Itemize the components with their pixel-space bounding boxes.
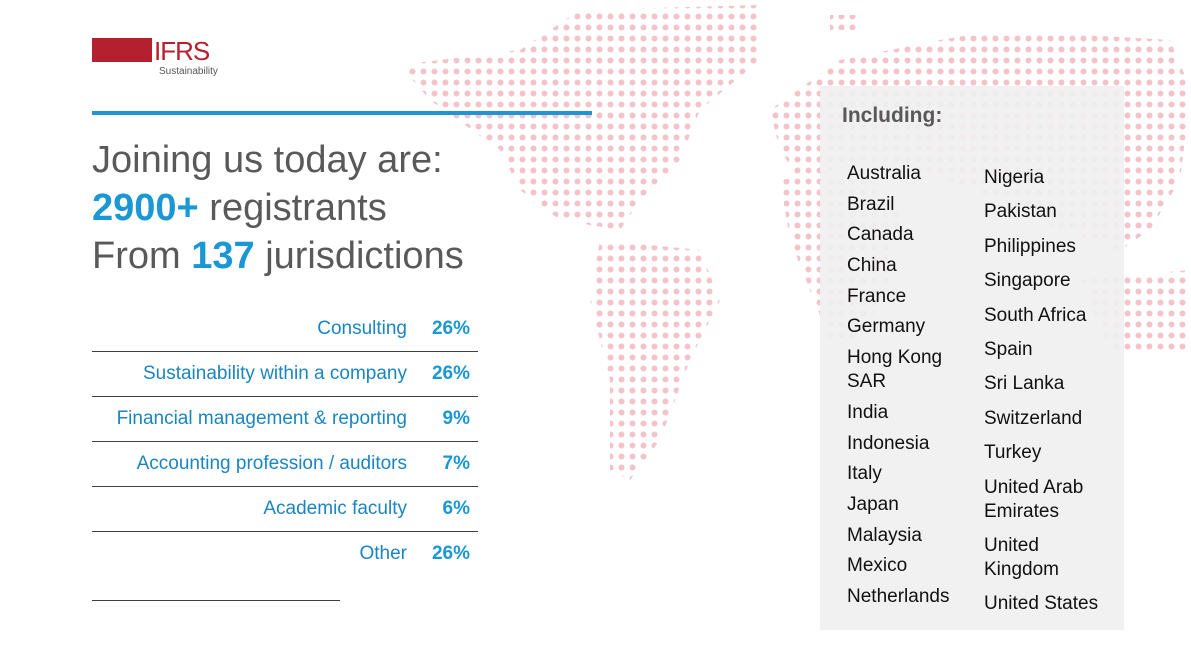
country-column: Nigeria Pakistan Philippines Singapore South… [984,166,1110,627]
heading-line: 2900+ registrants [92,184,464,232]
country: South Africa [984,304,1087,326]
country: United Arab Emirates [984,476,1084,522]
breakdown-table: Consulting 26% Sustainability within a com… [92,307,478,576]
country: Pakistan [984,201,1057,223]
country: China [847,255,897,277]
text: jurisdictions [265,235,464,277]
heading-line: From 137 jurisdictions [92,232,464,280]
country: France [847,285,907,307]
country: Mexico [847,555,908,577]
country: Indonesia [847,432,930,454]
country: Malaysia [847,524,922,546]
heading-line: Joining us today are: [92,139,443,181]
table-row: Sustainability within a company 26% [92,352,478,397]
country-column: Australia Brazil Canada China France Germany H… [847,162,959,616]
row-label: Other [359,543,407,564]
country: United Kingdom [984,534,1059,580]
row-percent: 26% [431,363,470,384]
country: Singapore [984,270,1071,292]
country: Sri Lanka [984,373,1065,395]
text: registrants [209,187,387,229]
table-row: Other 26% [92,532,478,576]
country: Australia [847,163,921,184]
country: Germany [847,316,926,338]
row-percent: 7% [442,453,470,474]
panel-title: Including: [842,104,943,127]
text: From [92,235,181,277]
row-percent: 6% [442,498,470,519]
row-label: Accounting profession / auditors [136,453,407,474]
logo-mark: IFRS [154,36,210,66]
row-percent: 26% [431,543,470,564]
table-row: Consulting 26% [92,307,478,352]
country: Turkey [984,442,1042,464]
table-row: Accounting profession / auditors 7% [92,442,478,487]
row-percent: 26% [431,318,470,339]
country: Brazil [847,193,895,215]
country: Switzerland [984,407,1083,429]
row-label: Academic faculty [263,498,407,519]
country: Nigeria [984,167,1045,188]
row-label: Consulting [317,318,407,339]
row-percent: 9% [442,408,470,429]
country: Netherlands [847,585,950,607]
country: Italy [847,463,882,485]
country: Spain [984,338,1033,360]
heading: Joining us today are: 2900+ registrants … [92,136,464,280]
countries-panel: Including: Australia Brazil Canada China Fra… [820,86,1124,630]
table-row: Academic faculty 6% [92,487,478,532]
row-label: Sustainability within a company [142,363,407,384]
table-row: Financial management & reporting 9% [92,397,478,442]
country: India [847,401,889,423]
country: United States [984,593,1099,615]
logo-subtitle: Sustainability [159,66,218,77]
country: Japan [847,493,899,515]
country: Hong Kong SAR [847,347,943,393]
row-label: Financial management & reporting [116,408,407,429]
highlight: 2900+ [92,187,199,229]
logo-box [92,38,152,62]
highlight: 137 [191,235,255,277]
country: Canada [847,224,914,246]
country: Philippines [984,235,1076,257]
rule [92,600,340,601]
divider [92,111,592,115]
